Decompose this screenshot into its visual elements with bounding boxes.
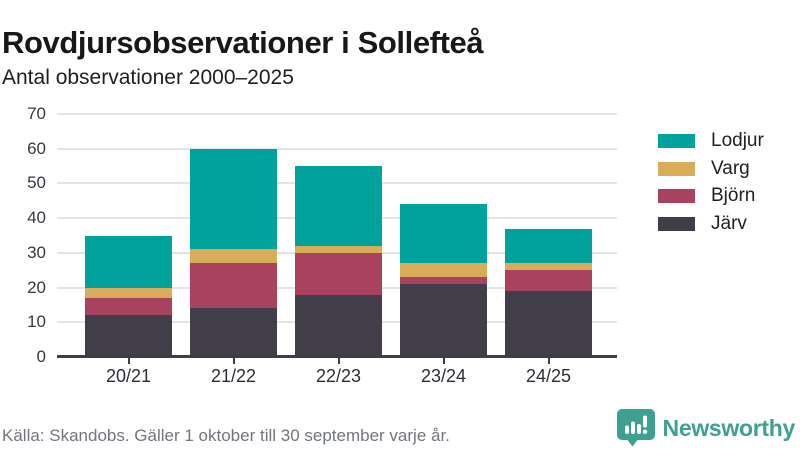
x-axis-tick (127, 358, 130, 364)
bar-22-23-lodjur (295, 166, 382, 246)
legend-swatch (658, 134, 695, 148)
newsworthy-logo: Newsworthy (616, 409, 796, 448)
legend-label: Varg (711, 157, 750, 179)
bar-23-24-varg (400, 263, 487, 278)
bar-23-24-jarv (400, 284, 487, 357)
bar-24-25-varg (505, 263, 592, 271)
bar-23-24-lodjur (400, 204, 487, 264)
source-note: Källa: Skandobs. Gäller 1 oktober till 3… (2, 426, 450, 445)
bar-24-25-jarv (505, 291, 592, 357)
bar-20-21-varg (85, 287, 172, 298)
x-axis-label: 21/22 (210, 366, 257, 386)
x-axis-tick (442, 358, 445, 364)
chart-subtitle: Antal observationer 2000–2025 (2, 66, 294, 89)
bar-22-23-jarv (295, 294, 382, 357)
x-axis-label: 23/24 (420, 366, 467, 386)
y-axis-label: 60 (27, 138, 46, 158)
x-axis-line (57, 355, 617, 358)
legend-label: Lodjur (711, 130, 764, 151)
bar-23-24-bjorn (400, 277, 487, 285)
legend: Lodjur Varg Björn Järv (658, 130, 764, 241)
legend-item-jarv: Järv (658, 212, 764, 234)
bar-21-22-lodjur (190, 148, 277, 250)
bar-20-21-bjorn (85, 297, 172, 316)
y-axis-label: 10 (27, 312, 46, 332)
x-axis-label: 24/25 (525, 366, 572, 386)
bar-20-21-jarv (85, 315, 172, 357)
x-axis-label: 22/23 (315, 366, 362, 386)
x-axis-label: 20/21 (105, 366, 152, 386)
bar-21-22-varg (190, 249, 277, 264)
bar-22-23-varg (295, 245, 382, 253)
y-axis-label: 0 (36, 347, 46, 366)
legend-item-bjorn: Björn (658, 185, 764, 206)
bar-22-23-bjorn (295, 252, 382, 295)
newsworthy-wordmark: Newsworthy (662, 415, 796, 441)
legend-label: Järv (711, 212, 747, 234)
legend-swatch (658, 189, 695, 203)
x-axis-tick (547, 358, 550, 364)
legend-swatch (658, 161, 695, 176)
chart-title: Rovdjursobservationer i Sollefteå (2, 24, 484, 60)
y-axis-label: 20 (27, 277, 46, 297)
bar-24-25-bjorn (505, 270, 592, 292)
legend-item-lodjur: Lodjur (658, 130, 764, 151)
gridline (57, 113, 617, 115)
bar-chart-speech-bubble-icon (616, 409, 655, 447)
bar-20-21-lodjur (85, 235, 172, 288)
y-axis-label: 70 (27, 104, 46, 123)
legend-label: Björn (711, 185, 756, 206)
y-axis-label: 40 (27, 208, 46, 228)
legend-item-varg: Varg (658, 157, 764, 179)
y-axis-label: 50 (27, 173, 46, 193)
gridline (57, 147, 617, 150)
bar-21-22-jarv (190, 308, 277, 357)
legend-swatch (658, 216, 695, 231)
bar-24-25-lodjur (505, 228, 592, 264)
bar-21-22-bjorn (190, 263, 277, 309)
x-axis-tick (232, 358, 235, 364)
y-axis-label: 30 (27, 242, 46, 262)
x-axis-tick (337, 358, 340, 364)
